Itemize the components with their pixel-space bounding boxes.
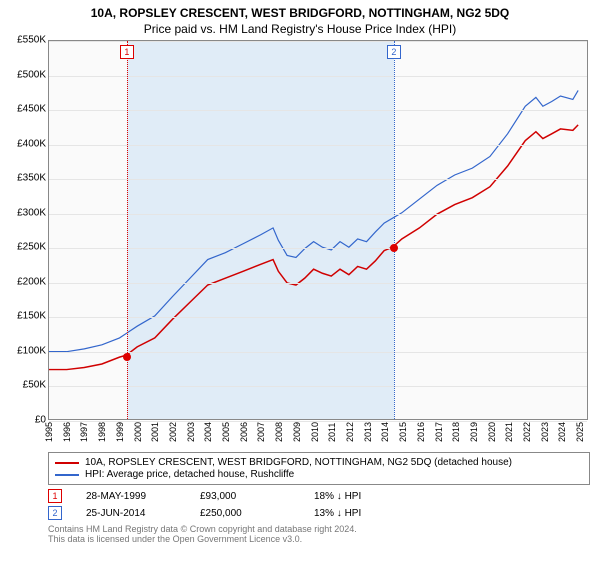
x-tick-label: 2023 bbox=[540, 422, 550, 442]
gridline bbox=[49, 352, 587, 353]
y-tick-label: £100K bbox=[17, 345, 46, 356]
x-tick-label: 2003 bbox=[186, 422, 196, 442]
sale-date: 28-MAY-1999 bbox=[86, 491, 176, 502]
x-tick-label: 2008 bbox=[274, 422, 284, 442]
legend-row: HPI: Average price, detached house, Rush… bbox=[55, 469, 583, 480]
y-tick-label: £550K bbox=[17, 35, 46, 46]
x-tick-label: 2025 bbox=[575, 422, 585, 442]
sale-row: 1 28-MAY-1999 £93,000 18% ↓ HPI bbox=[48, 489, 590, 503]
sale-marker-icon: 2 bbox=[48, 506, 62, 520]
legend-swatch bbox=[55, 474, 79, 476]
footer-line-1: Contains HM Land Registry data © Crown c… bbox=[48, 524, 590, 534]
y-tick-label: £400K bbox=[17, 138, 46, 149]
x-tick-label: 2009 bbox=[292, 422, 302, 442]
sale-marker-box: 2 bbox=[387, 45, 401, 59]
y-tick-label: £150K bbox=[17, 311, 46, 322]
x-tick-label: 2005 bbox=[221, 422, 231, 442]
legend-label: 10A, ROPSLEY CRESCENT, WEST BRIDGFORD, N… bbox=[85, 457, 512, 468]
gridline bbox=[49, 179, 587, 180]
gridline bbox=[49, 248, 587, 249]
x-tick-label: 2001 bbox=[150, 422, 160, 442]
gridline bbox=[49, 386, 587, 387]
chart-area: £0£50K£100K£150K£200K£250K£300K£350K£400… bbox=[0, 40, 600, 450]
x-tick-label: 2015 bbox=[398, 422, 408, 442]
gridline bbox=[49, 283, 587, 284]
sale-date: 25-JUN-2014 bbox=[86, 508, 176, 519]
x-tick-label: 1996 bbox=[62, 422, 72, 442]
series-line-hpi bbox=[49, 90, 578, 351]
x-tick-label: 2007 bbox=[256, 422, 266, 442]
series-line-property bbox=[49, 125, 578, 370]
x-tick-label: 2016 bbox=[416, 422, 426, 442]
footer-attribution: Contains HM Land Registry data © Crown c… bbox=[48, 524, 590, 544]
x-tick-label: 1997 bbox=[79, 422, 89, 442]
sale-delta: 18% ↓ HPI bbox=[314, 491, 404, 502]
plot-area: 12 bbox=[48, 40, 588, 420]
sale-price: £250,000 bbox=[200, 508, 290, 519]
legend: 10A, ROPSLEY CRESCENT, WEST BRIDGFORD, N… bbox=[48, 452, 590, 485]
sale-delta: 13% ↓ HPI bbox=[314, 508, 404, 519]
x-tick-label: 2014 bbox=[380, 422, 390, 442]
gridline bbox=[49, 214, 587, 215]
x-tick-label: 2004 bbox=[203, 422, 213, 442]
x-tick-label: 2020 bbox=[487, 422, 497, 442]
x-tick-label: 2021 bbox=[504, 422, 514, 442]
x-tick-label: 2022 bbox=[522, 422, 532, 442]
x-tick-label: 1998 bbox=[97, 422, 107, 442]
x-tick-label: 2012 bbox=[345, 422, 355, 442]
x-tick-label: 2018 bbox=[451, 422, 461, 442]
x-tick-label: 2019 bbox=[469, 422, 479, 442]
legend-row: 10A, ROPSLEY CRESCENT, WEST BRIDGFORD, N… bbox=[55, 457, 583, 468]
gridline bbox=[49, 41, 587, 42]
legend-label: HPI: Average price, detached house, Rush… bbox=[85, 469, 294, 480]
y-tick-label: £50K bbox=[23, 380, 46, 391]
x-axis-labels: 1995199619971998199920002001200220032004… bbox=[48, 422, 588, 450]
gridline bbox=[49, 110, 587, 111]
sale-vline bbox=[394, 41, 395, 419]
x-tick-label: 2017 bbox=[434, 422, 444, 442]
x-tick-label: 1999 bbox=[115, 422, 125, 442]
x-tick-label: 1995 bbox=[44, 422, 54, 442]
x-tick-label: 2002 bbox=[168, 422, 178, 442]
y-tick-label: £350K bbox=[17, 173, 46, 184]
y-tick-label: £250K bbox=[17, 242, 46, 253]
sale-price: £93,000 bbox=[200, 491, 290, 502]
chart-subtitle: Price paid vs. HM Land Registry's House … bbox=[0, 22, 600, 36]
sale-marker-icon: 1 bbox=[48, 489, 62, 503]
y-axis-labels: £0£50K£100K£150K£200K£250K£300K£350K£400… bbox=[0, 40, 48, 420]
sale-row: 2 25-JUN-2014 £250,000 13% ↓ HPI bbox=[48, 506, 590, 520]
x-tick-label: 2006 bbox=[239, 422, 249, 442]
sale-dot bbox=[390, 244, 398, 252]
y-tick-label: £500K bbox=[17, 69, 46, 80]
legend-swatch bbox=[55, 462, 79, 464]
chart-title: 10A, ROPSLEY CRESCENT, WEST BRIDGFORD, N… bbox=[0, 6, 600, 20]
gridline bbox=[49, 76, 587, 77]
y-tick-label: £200K bbox=[17, 276, 46, 287]
sale-marker-box: 1 bbox=[120, 45, 134, 59]
y-tick-label: £300K bbox=[17, 207, 46, 218]
chart-lines bbox=[49, 41, 587, 419]
x-tick-label: 2010 bbox=[310, 422, 320, 442]
y-tick-label: £450K bbox=[17, 104, 46, 115]
gridline bbox=[49, 145, 587, 146]
x-tick-label: 2024 bbox=[557, 422, 567, 442]
gridline bbox=[49, 317, 587, 318]
footer-line-2: This data is licensed under the Open Gov… bbox=[48, 534, 590, 544]
x-tick-label: 2013 bbox=[363, 422, 373, 442]
sales-list: 1 28-MAY-1999 £93,000 18% ↓ HPI 2 25-JUN-2014… bbox=[48, 489, 590, 520]
x-tick-label: 2011 bbox=[327, 423, 337, 442]
sale-vline bbox=[127, 41, 128, 419]
sale-dot bbox=[123, 353, 131, 361]
x-tick-label: 2000 bbox=[133, 422, 143, 442]
